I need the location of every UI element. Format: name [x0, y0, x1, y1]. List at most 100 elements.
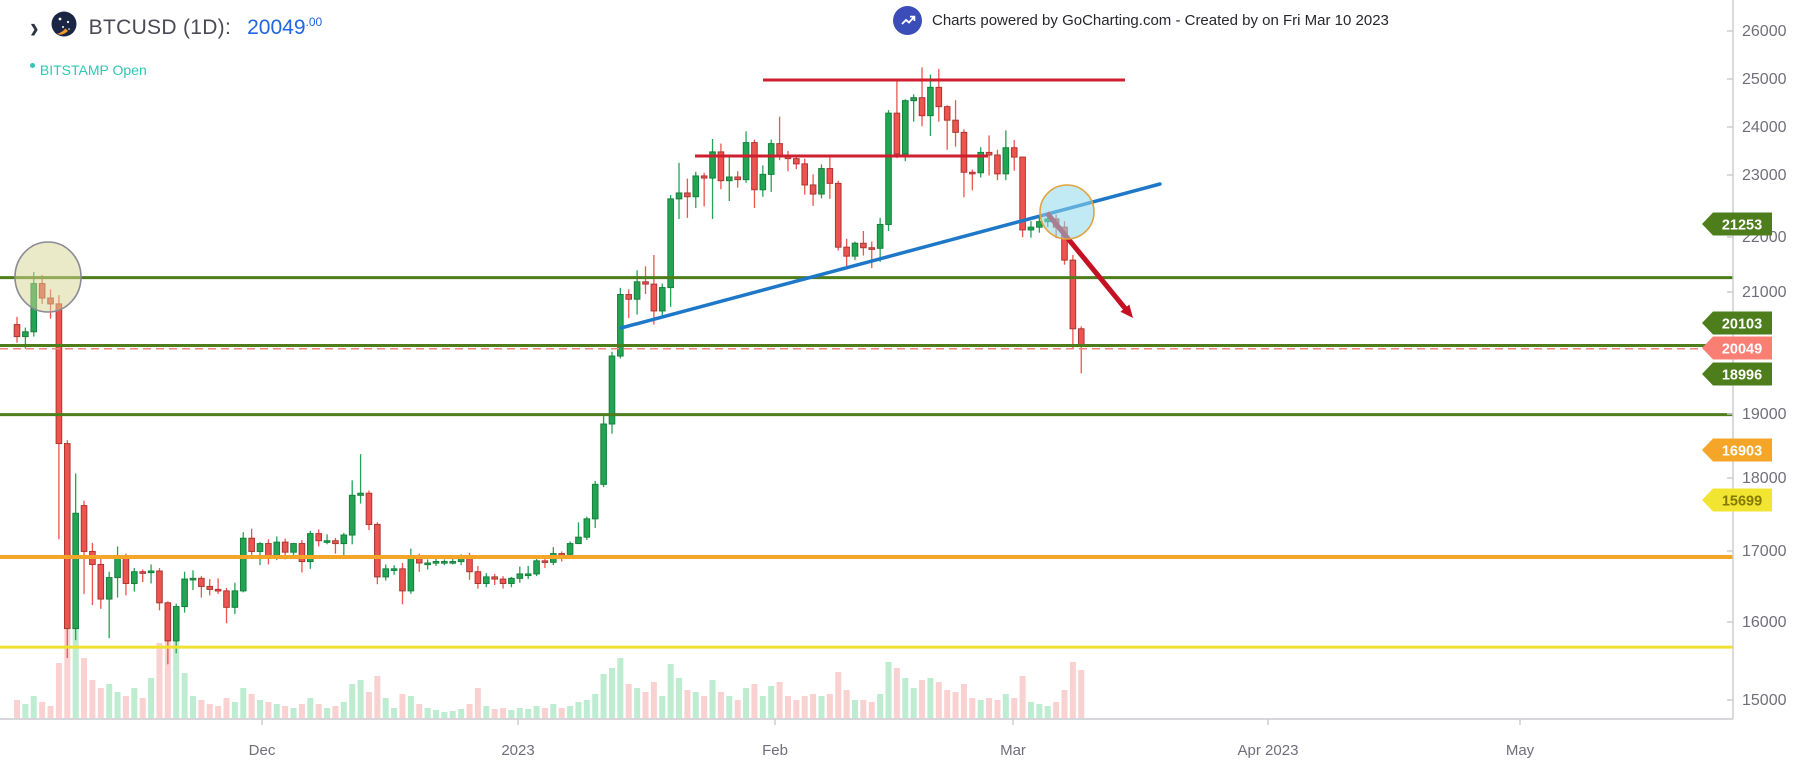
- candle-body: [977, 151, 985, 174]
- volume-bar: [709, 680, 716, 718]
- candle-body: [860, 242, 867, 249]
- price-level-badge-label: 20103: [1722, 317, 1762, 333]
- candle-body: [818, 168, 825, 195]
- candle-body: [340, 534, 348, 545]
- candle-body: [97, 563, 105, 600]
- candle-body: [348, 494, 356, 536]
- candle-body: [332, 540, 339, 545]
- candle-body: [767, 143, 775, 175]
- volume-bar: [416, 704, 423, 718]
- candle-body: [684, 192, 691, 198]
- time-tick-label: Feb: [762, 742, 788, 759]
- volume-bar: [156, 643, 163, 718]
- volume-bar: [642, 692, 649, 718]
- price-tick-label: 18000: [1742, 470, 1787, 487]
- volume-bar: [148, 678, 155, 718]
- price-tick-label: 16000: [1742, 614, 1787, 631]
- volume-bar: [449, 711, 456, 718]
- candle-body: [1010, 147, 1018, 158]
- time-tick-label: 2023: [501, 742, 534, 759]
- left-highlight-circle[interactable]: [14, 241, 82, 313]
- volume-bar: [315, 704, 322, 718]
- price-tick-label: 15000: [1742, 692, 1787, 709]
- time-tick-label: May: [1506, 742, 1535, 759]
- volume-bar: [952, 692, 959, 718]
- candle-body: [834, 182, 842, 248]
- volume-bar: [768, 686, 775, 718]
- volume-bar: [189, 696, 196, 718]
- candle-body: [441, 561, 448, 564]
- candle-body: [105, 577, 113, 600]
- session-open-dot-icon: [30, 63, 35, 68]
- candle-body: [122, 557, 130, 584]
- exchange-status: BITSTAMP Open: [30, 62, 147, 78]
- volume-bar: [273, 704, 280, 718]
- candle-body: [22, 331, 29, 338]
- candle-body: [323, 540, 331, 543]
- candle-body: [474, 571, 482, 584]
- candle-body: [793, 158, 800, 165]
- candle-body: [390, 568, 398, 571]
- volume-bar: [1011, 698, 1018, 718]
- candle-body: [55, 303, 63, 445]
- candle-body: [281, 541, 289, 553]
- volume-bar: [240, 688, 247, 718]
- candle-body: [843, 246, 850, 257]
- candle-body: [63, 443, 71, 630]
- volume-bar: [424, 708, 431, 718]
- symbol-title[interactable]: BTCUSD (1D):: [88, 15, 232, 39]
- candle-body: [960, 131, 968, 173]
- volume-bar: [684, 690, 691, 718]
- volume-bar: [466, 704, 473, 718]
- price-tick-label: 26000: [1742, 23, 1787, 40]
- volume-bar: [391, 708, 398, 718]
- candle-body: [424, 562, 431, 566]
- volume-bar: [223, 698, 230, 718]
- volume-bar: [265, 702, 272, 718]
- candle-body: [969, 171, 976, 175]
- volume-bar: [491, 709, 498, 718]
- candle-body: [726, 176, 733, 182]
- candle-body: [692, 175, 700, 198]
- volume-bar: [634, 688, 641, 718]
- volume-bar: [893, 668, 900, 718]
- volume-bar: [852, 700, 858, 718]
- volume-bar: [617, 658, 624, 718]
- volume-bar: [919, 680, 926, 718]
- collapse-panel-chevron-icon[interactable]: ›: [30, 9, 39, 45]
- volume-bar: [717, 692, 724, 718]
- volume-bar: [902, 678, 909, 718]
- volume-bar: [64, 608, 71, 718]
- candle-body: [625, 294, 633, 300]
- candle-body: [206, 585, 214, 590]
- volume-bar: [541, 708, 548, 718]
- volume-bar: [583, 700, 590, 718]
- price-tick-label: 17000: [1742, 543, 1787, 560]
- time-tick-label: Mar: [1000, 742, 1026, 759]
- candle-body: [1027, 226, 1035, 231]
- candle-body: [1002, 147, 1010, 175]
- volume-bar: [30, 696, 37, 718]
- time-tick-label: Apr 2023: [1238, 742, 1299, 759]
- candle-body: [114, 557, 121, 579]
- volume-bar: [248, 694, 255, 718]
- candle-body: [508, 577, 515, 584]
- volume-bar: [374, 676, 381, 718]
- candle-body: [491, 576, 498, 580]
- volume-bar: [407, 696, 414, 718]
- volume-bar: [843, 690, 850, 718]
- candle-body: [566, 543, 574, 555]
- volume-bar: [743, 688, 750, 718]
- breakout-highlight-circle[interactable]: [1039, 184, 1095, 240]
- volume-bar: [81, 658, 88, 718]
- candle-body: [751, 142, 758, 191]
- gocharting-logo-icon[interactable]: [49, 10, 79, 45]
- attribution-bar: Charts powered by GoCharting.com - Creat…: [893, 6, 1389, 35]
- volume-bar: [181, 673, 188, 718]
- candle-body: [541, 560, 549, 563]
- candle-body: [826, 168, 834, 184]
- volume-bar: [173, 633, 180, 718]
- volume-bar: [106, 684, 113, 718]
- volume-bar: [1019, 676, 1026, 718]
